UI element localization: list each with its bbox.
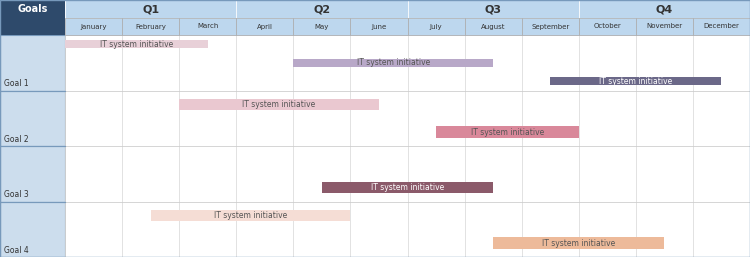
Bar (65, 40, 208, 48)
Text: July: July (430, 23, 442, 30)
Text: IT system initiative: IT system initiative (100, 40, 173, 49)
Text: Q3: Q3 (484, 4, 502, 14)
Bar (579, 18, 636, 35)
Bar (65, 201, 750, 257)
Text: IT system initiative: IT system initiative (214, 211, 287, 220)
Text: January: January (80, 23, 106, 30)
Text: IT system initiative: IT system initiative (599, 77, 673, 86)
Bar (179, 18, 236, 35)
Bar (0, 35, 65, 90)
Bar (293, 59, 494, 67)
Text: February: February (135, 23, 166, 30)
Bar (0, 146, 65, 201)
Text: IT system initiative: IT system initiative (471, 128, 544, 137)
Bar (579, 0, 750, 18)
Bar (494, 237, 664, 249)
Text: IT system initiative: IT system initiative (371, 183, 444, 192)
Text: May: May (315, 23, 329, 30)
Bar (322, 182, 494, 194)
Text: April: April (256, 23, 273, 30)
Text: IT system initiative: IT system initiative (542, 239, 615, 248)
Bar (179, 98, 379, 110)
Bar (65, 90, 750, 146)
Bar (350, 18, 407, 35)
Text: IT system initiative: IT system initiative (356, 58, 430, 67)
Text: March: March (197, 23, 218, 30)
Bar (65, 146, 750, 201)
Bar (407, 18, 464, 35)
Text: October: October (593, 23, 621, 30)
Bar (236, 0, 407, 18)
Text: June: June (371, 23, 386, 30)
Bar (0, 18, 65, 35)
Text: Goal 4: Goal 4 (4, 246, 28, 255)
Bar (65, 0, 236, 18)
Text: Q2: Q2 (314, 4, 331, 14)
Text: Goal 2: Goal 2 (4, 135, 28, 144)
Bar (550, 77, 722, 85)
Bar (151, 209, 350, 221)
Bar (407, 0, 579, 18)
Text: Goal 1: Goal 1 (4, 79, 28, 88)
Text: Goals: Goals (17, 4, 48, 14)
Bar (122, 18, 179, 35)
Bar (464, 18, 522, 35)
Bar (693, 18, 750, 35)
Bar (65, 18, 122, 35)
Bar (636, 18, 693, 35)
Bar (0, 0, 65, 18)
Text: November: November (646, 23, 682, 30)
Bar (236, 18, 293, 35)
Text: December: December (704, 23, 740, 30)
Bar (522, 18, 579, 35)
Text: September: September (531, 23, 569, 30)
Bar (293, 18, 350, 35)
Bar (0, 90, 65, 146)
Text: Goal 3: Goal 3 (4, 190, 28, 199)
Text: August: August (481, 23, 506, 30)
Text: IT system initiative: IT system initiative (242, 100, 316, 109)
Text: Q1: Q1 (142, 4, 159, 14)
Bar (65, 35, 750, 90)
Bar (0, 201, 65, 257)
Bar (436, 126, 579, 138)
Text: Q4: Q4 (656, 4, 673, 14)
